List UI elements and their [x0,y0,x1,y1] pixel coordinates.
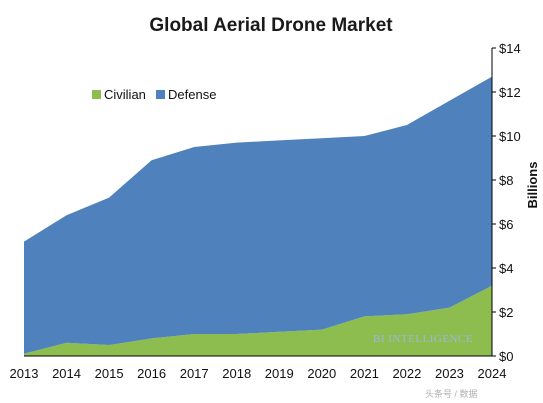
x-tick-label: 2022 [392,366,421,381]
x-tick-label: 2016 [137,366,166,381]
legend-swatch-civilian [92,90,101,99]
y-axis-ticks: $0 $2 $4 $6 $8 $10 $12 $14 [492,41,521,364]
source-watermark: 头条号 / 数据 [425,388,478,399]
x-tick-label: 2013 [10,366,39,381]
area-civilian [24,285,492,356]
area-series-group [24,76,492,356]
chart-title: Global Aerial Drone Market [149,15,393,36]
area-defense [24,76,492,354]
y-axis-label: Billions [525,162,540,209]
legend-label-civilian: Civilian [104,87,146,102]
legend-swatch-defense [156,90,165,99]
bi-intelligence-watermark: BI INTELLIGENCE [373,333,473,345]
x-tick-label: 2023 [435,366,464,381]
x-tick-label: 2024 [478,366,507,381]
x-tick-label: 2021 [350,366,379,381]
y-tick-label: $2 [499,305,513,320]
y-tick-label: $12 [499,85,521,100]
y-tick-label: $6 [499,217,513,232]
y-tick-label: $0 [499,349,513,364]
x-tick-label: 2015 [95,366,124,381]
x-tick-label: 2018 [222,366,251,381]
legend-label-defense: Defense [168,87,216,102]
legend: Civilian Defense [92,87,216,102]
y-tick-label: $14 [499,41,521,56]
x-tick-label: 2017 [180,366,209,381]
y-tick-label: $8 [499,173,513,188]
y-tick-label: $4 [499,261,513,276]
x-tick-label: 2020 [307,366,336,381]
x-tick-label: 2019 [265,366,294,381]
x-axis-ticks: 2013 2014 2015 2016 2017 2018 2019 2020 2021 2022… [10,366,507,381]
y-tick-label: $10 [499,129,521,144]
x-tick-label: 2014 [52,366,81,381]
